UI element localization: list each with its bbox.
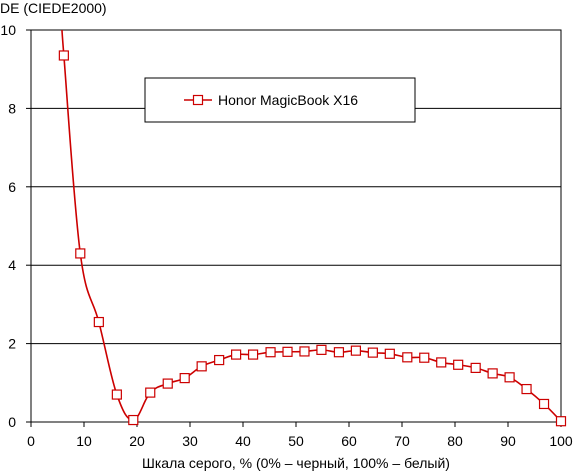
y-axis-title: DE (CIEDE2000)	[0, 0, 107, 16]
x-axis-title: Шкала серого, % (0% – черный, 100% – бел…	[142, 455, 450, 471]
gridlines	[31, 107, 561, 345]
data-point-marker	[350, 345, 361, 356]
x-tick-label: 90	[500, 433, 516, 449]
data-point-marker	[128, 414, 139, 426]
y-axis-ticks: 0 2 4 6 8 10	[0, 22, 31, 430]
x-tick-label: 50	[288, 433, 304, 449]
x-tick-label: 100	[549, 433, 573, 449]
x-tick-label: 10	[76, 433, 92, 449]
data-point-marker	[453, 359, 464, 370]
data-point-marker	[247, 349, 259, 360]
x-tick-label: 60	[341, 433, 357, 449]
y-tick-label: 10	[0, 22, 16, 38]
data-point-marker	[436, 357, 447, 368]
data-point-marker	[196, 361, 207, 372]
data-point-marker	[111, 389, 122, 400]
x-tick-label: 40	[235, 433, 251, 449]
data-point-marker	[402, 352, 413, 363]
y-tick-label: 0	[8, 414, 16, 430]
x-axis-ticks: 0 10 20 30 40 50 60 70 80 90 100	[27, 422, 573, 449]
data-point-marker	[504, 372, 515, 383]
data-point-marker	[316, 344, 327, 355]
data-point-marker	[145, 387, 156, 398]
x-tick-label: 70	[394, 433, 410, 449]
data-point-marker	[521, 383, 532, 395]
data-point-marker	[333, 347, 345, 358]
data-point-marker	[162, 378, 173, 389]
data-point-marker	[231, 349, 242, 360]
data-point-marker	[214, 354, 225, 366]
legend-label: Honor MagicBook X16	[218, 92, 358, 108]
data-point-marker	[470, 362, 481, 374]
y-tick-label: 8	[8, 100, 16, 116]
y-tick-label: 6	[8, 179, 16, 195]
x-tick-label: 30	[182, 433, 198, 449]
data-point-marker	[538, 398, 550, 410]
x-tick-label: 80	[447, 433, 463, 449]
data-point-marker	[555, 416, 567, 427]
data-point-marker	[282, 346, 293, 357]
y-tick-label: 4	[8, 257, 16, 273]
data-point-marker	[384, 348, 395, 359]
data-point-marker	[58, 50, 69, 61]
data-point-marker	[487, 368, 498, 379]
data-point-marker	[299, 346, 310, 357]
data-point-marker	[367, 347, 378, 358]
x-tick-label: 0	[27, 433, 35, 449]
legend: Honor MagicBook X16	[144, 77, 416, 123]
data-point-marker	[419, 352, 430, 363]
data-point-marker	[93, 316, 104, 328]
y-tick-label: 2	[8, 336, 16, 352]
x-tick-label: 20	[129, 433, 145, 449]
data-point-marker	[265, 347, 276, 358]
data-point-marker	[179, 372, 190, 384]
data-point-marker	[75, 248, 86, 259]
legend-marker	[192, 94, 204, 106]
plot-area-frame	[30, 29, 562, 423]
series-layer	[58, 30, 567, 427]
